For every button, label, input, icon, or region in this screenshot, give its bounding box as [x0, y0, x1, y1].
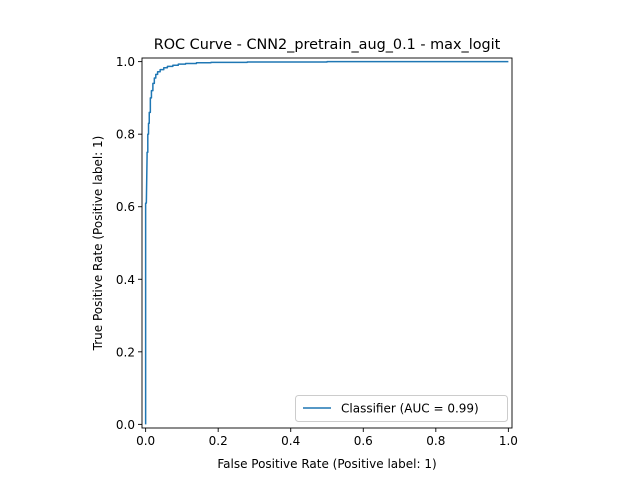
y-tick-label: 0.6: [116, 200, 135, 214]
legend-label: Classifier (AUC = 0.99): [341, 402, 479, 416]
y-tick-label: 1.0: [116, 55, 135, 69]
legend-box: [295, 395, 508, 422]
y-tick-label: 0.2: [116, 345, 135, 359]
x-axis-ticks: 0.0 0.2 0.4 0.6 0.8 1.0: [136, 428, 518, 448]
x-tick-label: 0.8: [426, 434, 445, 448]
y-axis-label: True Positive Rate (Positive label: 1): [91, 136, 105, 352]
x-tick-label: 0.6: [354, 434, 373, 448]
x-axis-label: False Positive Rate (Positive label: 1): [217, 457, 436, 471]
y-tick-label: 0.4: [116, 273, 135, 287]
y-tick-label: 0.8: [116, 128, 135, 142]
y-tick-label: 0.0: [116, 418, 135, 432]
x-tick-label: 0.4: [281, 434, 300, 448]
plot-frame: [141, 57, 513, 429]
x-tick-label: 0.2: [209, 434, 228, 448]
plot-lines: [144, 60, 509, 425]
x-tick-label: 1.0: [499, 434, 518, 448]
chart-title: ROC Curve - CNN2_pretrain_aug_0.1 - max_…: [154, 37, 501, 53]
roc-curve-line: [144, 60, 509, 425]
legend: Classifier (AUC = 0.99): [295, 395, 508, 422]
x-tick-label: 0.0: [136, 434, 155, 448]
y-axis-ticks: 0.0 0.2 0.4 0.6 0.8 1.0: [116, 55, 142, 432]
